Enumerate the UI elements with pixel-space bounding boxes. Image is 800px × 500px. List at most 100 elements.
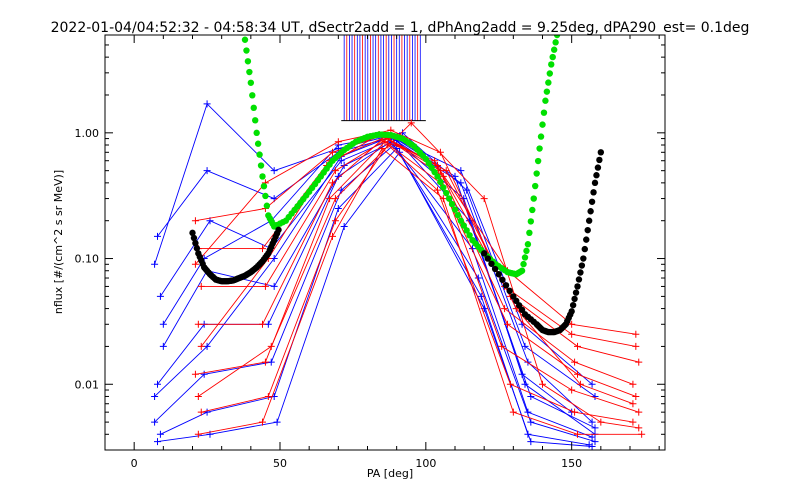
plus-marker — [156, 430, 164, 438]
plot-frame — [104, 34, 666, 451]
plus-marker — [334, 172, 342, 180]
red-trace — [198, 122, 639, 429]
black-fit-dot — [569, 301, 577, 309]
plus-marker — [632, 392, 640, 400]
blue-trace — [162, 139, 596, 429]
black-fit-dot — [572, 289, 580, 296]
green-fit-dot — [545, 79, 552, 86]
green-fit-dot — [257, 162, 265, 169]
green-fit-dot — [542, 97, 549, 104]
green-fit-dot — [451, 206, 459, 213]
black-fit-dot — [189, 229, 196, 237]
green-fit-dot — [443, 189, 450, 197]
plus-marker — [331, 217, 339, 225]
green-fit-dot — [530, 195, 537, 202]
plus-marker — [191, 370, 199, 378]
plus-marker — [273, 418, 281, 426]
green-fit-dot — [241, 36, 249, 43]
plus-marker — [261, 358, 269, 366]
plus-marker — [431, 157, 439, 165]
green-fit-dot — [521, 254, 529, 261]
x-tick-label: 100 — [415, 457, 436, 470]
plus-marker — [267, 342, 275, 350]
plus-marker — [457, 167, 465, 175]
black-fit-dot — [571, 295, 578, 303]
green-fit-dot — [243, 47, 250, 54]
plus-marker — [194, 392, 202, 400]
plus-marker — [524, 358, 532, 366]
plus-marker — [331, 167, 339, 175]
black-fit-dot — [585, 217, 593, 224]
black-fit-dot — [499, 276, 506, 283]
black-fit-dot — [495, 271, 502, 278]
plus-marker — [527, 438, 535, 446]
plus-marker — [629, 418, 637, 426]
green-fit-dot — [259, 173, 266, 180]
black-fit-dot — [594, 164, 602, 171]
plus-marker — [329, 232, 336, 240]
green-fit-dot — [262, 192, 269, 200]
x-tick-label: 150 — [561, 457, 582, 470]
green-fit-dot — [529, 206, 536, 214]
plus-marker — [501, 305, 509, 313]
plus-marker — [574, 370, 581, 378]
green-fit-dot — [256, 151, 263, 158]
green-fit-dot — [526, 229, 533, 237]
plus-marker — [591, 438, 599, 446]
green-fit-dot — [527, 218, 535, 225]
black-fit-dot — [192, 239, 199, 247]
red-trace — [198, 139, 636, 397]
plus-marker — [629, 380, 637, 388]
green-fit-dot — [540, 109, 548, 116]
green-fit-dot — [244, 58, 252, 65]
green-fit-dot — [549, 53, 556, 61]
green-fit-dot — [249, 92, 256, 99]
plus-marker — [632, 330, 640, 338]
black-fit-dot — [588, 198, 596, 205]
plus-marker — [588, 380, 596, 388]
plus-marker — [574, 430, 581, 438]
black-fit-dot — [484, 255, 492, 262]
black-fit-dot — [593, 172, 600, 179]
black-fit-dot — [502, 282, 510, 289]
green-fit-dot — [466, 232, 473, 239]
plus-marker — [527, 418, 535, 426]
plus-marker — [384, 141, 392, 149]
green-fit-dot — [550, 46, 558, 53]
y-tick-label: 1.00 — [75, 127, 100, 140]
plus-marker — [197, 282, 205, 290]
plus-marker — [329, 179, 336, 187]
plus-marker — [597, 418, 605, 426]
plus-marker — [270, 282, 278, 290]
plus-marker — [568, 330, 576, 338]
black-fit-dot — [590, 189, 597, 196]
plus-marker — [588, 442, 596, 450]
black-fit-dot — [574, 283, 581, 290]
blue-trace — [160, 147, 590, 446]
green-fit-dot — [548, 61, 555, 68]
plus-marker — [442, 167, 450, 175]
plus-marker — [571, 408, 579, 416]
plus-marker — [151, 418, 159, 426]
black-fit-dot — [575, 276, 583, 283]
plus-marker — [151, 392, 159, 400]
blue-trace — [157, 136, 593, 423]
plus-marker — [436, 148, 444, 156]
plus-marker — [474, 274, 482, 282]
plus-marker — [568, 386, 576, 394]
y-tick-label: 0.01 — [75, 378, 100, 391]
green-fit-dot — [253, 129, 260, 137]
green-fit-dot — [539, 121, 546, 128]
black-fit-dot — [596, 156, 603, 164]
green-fit-dot — [437, 178, 444, 186]
red-trace — [198, 136, 639, 363]
plus-marker — [635, 358, 643, 366]
green-fit-dot — [534, 157, 542, 165]
green-fit-dot — [463, 227, 470, 234]
green-fit-dot — [440, 184, 447, 191]
black-fit-dot — [491, 265, 499, 273]
plus-marker — [197, 408, 205, 416]
green-fit-dot — [553, 35, 561, 39]
plus-marker — [197, 342, 205, 350]
green-fit-dot — [524, 241, 532, 248]
